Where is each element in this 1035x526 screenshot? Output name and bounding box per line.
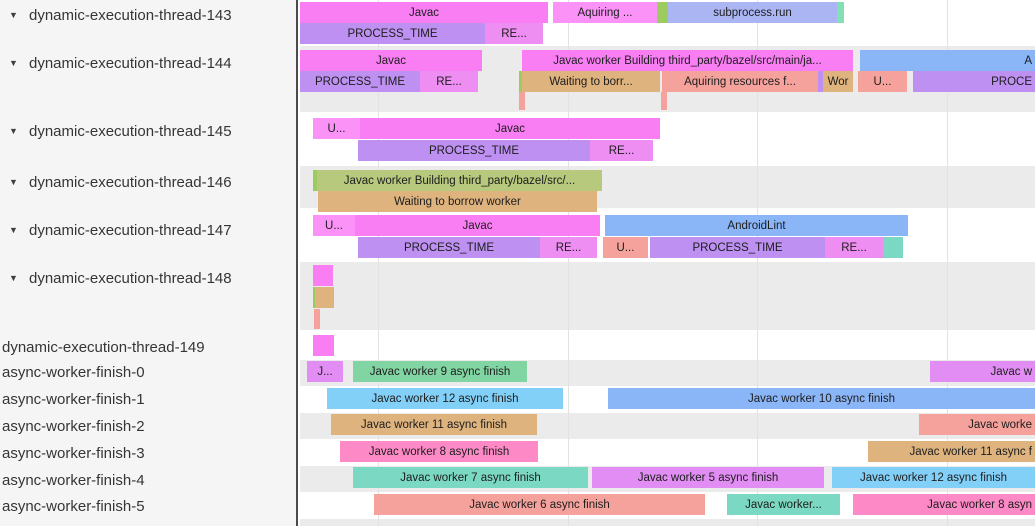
- sidebar-item-async-worker-finish-5[interactable]: async-worker-finish-5: [0, 496, 296, 516]
- track-label: async-worker-finish-5: [2, 497, 145, 515]
- trace-slice[interactable]: Javac worker 11 async finish: [331, 414, 537, 435]
- trace-slice[interactable]: U...: [313, 215, 355, 236]
- trace-slice[interactable]: RE...: [420, 71, 478, 92]
- time-gridline: [757, 0, 758, 526]
- sidebar-item-dynamic-execution-thread-146[interactable]: ▼ dynamic-execution-thread-146: [0, 172, 296, 192]
- trace-slice[interactable]: U...: [603, 237, 648, 258]
- trace-slice[interactable]: PROCESS_TIME: [358, 237, 540, 258]
- trace-slice[interactable]: Javac worker...: [727, 494, 840, 515]
- trace-slice[interactable]: Javac worker 6 async finish: [374, 494, 705, 515]
- sidebar-item-dynamic-execution-thread-143[interactable]: ▼ dynamic-execution-thread-143: [0, 5, 296, 25]
- trace-slice[interactable]: [313, 170, 319, 191]
- sidebar-item-async-worker-finish-3[interactable]: async-worker-finish-3: [0, 443, 296, 463]
- track-label: async-worker-finish-4: [2, 471, 145, 489]
- sidebar-item-dynamic-execution-thread-149[interactable]: dynamic-execution-thread-149: [0, 337, 296, 357]
- trace-slice[interactable]: [883, 237, 903, 258]
- trace-slice[interactable]: PROCESS_TIME: [650, 237, 825, 258]
- trace-slice[interactable]: Javac: [360, 118, 660, 139]
- collapse-arrow-icon[interactable]: ▼: [9, 10, 18, 20]
- sidebar: ▼ dynamic-execution-thread-143 ▼ dynamic-ex…: [0, 0, 298, 526]
- collapse-arrow-icon[interactable]: ▼: [9, 273, 18, 283]
- trace-slice[interactable]: Aquiring resources f...: [662, 71, 818, 92]
- collapse-arrow-icon[interactable]: ▼: [9, 225, 18, 235]
- sidebar-item-dynamic-execution-thread-145[interactable]: ▼ dynamic-execution-thread-145: [0, 121, 296, 141]
- trace-slice[interactable]: A: [860, 50, 1035, 71]
- trace-slice[interactable]: [661, 92, 667, 110]
- sidebar-item-async-worker-finish-0[interactable]: async-worker-finish-0: [0, 362, 296, 382]
- trace-slice[interactable]: PROCESS_TIME: [358, 140, 590, 161]
- trace-slice[interactable]: AndroidLint: [605, 215, 908, 236]
- trace-slice[interactable]: [313, 265, 333, 286]
- trace-slice[interactable]: Javac worker 12 async finish: [327, 388, 563, 409]
- track-label: dynamic-execution-thread-146: [29, 173, 232, 191]
- track-label: async-worker-finish-2: [2, 417, 145, 435]
- trace-slice[interactable]: Javac: [300, 2, 548, 23]
- row-background-band: [300, 262, 1035, 330]
- trace-slice[interactable]: Javac worker 9 async finish: [353, 361, 527, 382]
- trace-slice[interactable]: U...: [313, 118, 360, 139]
- trace-slice[interactable]: Javac: [355, 215, 600, 236]
- sidebar-item-dynamic-execution-thread-147[interactable]: ▼ dynamic-execution-thread-147: [0, 220, 296, 240]
- trace-slice[interactable]: Wor: [823, 71, 853, 92]
- track-label: dynamic-execution-thread-145: [29, 122, 232, 140]
- trace-slice[interactable]: Javac worker Building third_party/bazel/…: [522, 50, 853, 71]
- sidebar-item-async-worker-finish-4[interactable]: async-worker-finish-4: [0, 470, 296, 490]
- row-background-band: [300, 519, 1035, 526]
- sidebar-item-async-worker-finish-2[interactable]: async-worker-finish-2: [0, 416, 296, 436]
- trace-slice[interactable]: Waiting to borrow worker: [318, 191, 597, 212]
- trace-slice[interactable]: [314, 309, 320, 329]
- trace-slice[interactable]: J...: [307, 361, 343, 382]
- trace-slice[interactable]: Javac worker Building third_party/bazel/…: [317, 170, 602, 191]
- track-label: async-worker-finish-3: [2, 444, 145, 462]
- track-label: dynamic-execution-thread-143: [29, 6, 232, 24]
- trace-slice[interactable]: RE...: [825, 237, 883, 258]
- track-label: dynamic-execution-thread-148: [29, 269, 232, 287]
- trace-slice[interactable]: Javac worker 8 asyn: [853, 494, 1035, 515]
- trace-slice[interactable]: U...: [858, 71, 907, 92]
- collapse-arrow-icon[interactable]: ▼: [9, 177, 18, 187]
- track-label: async-worker-finish-0: [2, 363, 145, 381]
- trace-slice[interactable]: [657, 2, 668, 23]
- trace-slice[interactable]: [519, 92, 525, 110]
- track-label: dynamic-execution-thread-147: [29, 221, 232, 239]
- trace-slice[interactable]: subprocess.run: [668, 2, 837, 23]
- time-gridline: [568, 0, 569, 526]
- trace-slice[interactable]: Javac worker 7 async finish: [353, 467, 588, 488]
- trace-slice[interactable]: Aquiring ...: [553, 2, 657, 23]
- trace-slice[interactable]: [818, 71, 824, 92]
- trace-slice[interactable]: [315, 287, 334, 308]
- trace-slice[interactable]: Javac worker 11 async f: [868, 441, 1035, 462]
- trace-slice[interactable]: Javac: [300, 50, 482, 71]
- trace-slice[interactable]: Javac worker 8 async finish: [340, 441, 538, 462]
- row-background-band: [300, 330, 1035, 360]
- trace-slice[interactable]: RE...: [590, 140, 653, 161]
- track-label: dynamic-execution-thread-149: [2, 338, 205, 356]
- sidebar-item-async-worker-finish-1[interactable]: async-worker-finish-1: [0, 389, 296, 409]
- trace-slice[interactable]: Javac worker 5 async finish: [592, 467, 824, 488]
- trace-slice[interactable]: PROCESS_TIME: [300, 23, 485, 44]
- trace-slice[interactable]: [313, 335, 334, 356]
- collapse-arrow-icon[interactable]: ▼: [9, 126, 18, 136]
- trace-slice[interactable]: Javac w: [930, 361, 1035, 382]
- track-label: async-worker-finish-1: [2, 390, 145, 408]
- timeline[interactable]: Javac Aquiring ... subprocess.run PROCESS_T…: [300, 0, 1035, 526]
- trace-slice[interactable]: Javac worker 12 async finish: [832, 467, 1035, 488]
- trace-slice[interactable]: PROCESS_TIME: [300, 71, 420, 92]
- trace-slice[interactable]: PROCE: [913, 71, 1035, 92]
- trace-slice[interactable]: Javac worke: [919, 414, 1035, 435]
- trace-slice[interactable]: [837, 2, 844, 23]
- collapse-arrow-icon[interactable]: ▼: [9, 58, 18, 68]
- sidebar-item-dynamic-execution-thread-144[interactable]: ▼ dynamic-execution-thread-144: [0, 53, 296, 73]
- track-label: dynamic-execution-thread-144: [29, 54, 232, 72]
- trace-slice[interactable]: RE...: [485, 23, 543, 44]
- trace-slice[interactable]: Javac worker 10 async finish: [608, 388, 1035, 409]
- trace-slice[interactable]: RE...: [540, 237, 597, 258]
- time-gridline: [947, 0, 948, 526]
- trace-slice[interactable]: Waiting to borr...: [522, 71, 660, 92]
- sidebar-item-dynamic-execution-thread-148[interactable]: ▼ dynamic-execution-thread-148: [0, 268, 296, 288]
- time-gridline: [378, 0, 379, 526]
